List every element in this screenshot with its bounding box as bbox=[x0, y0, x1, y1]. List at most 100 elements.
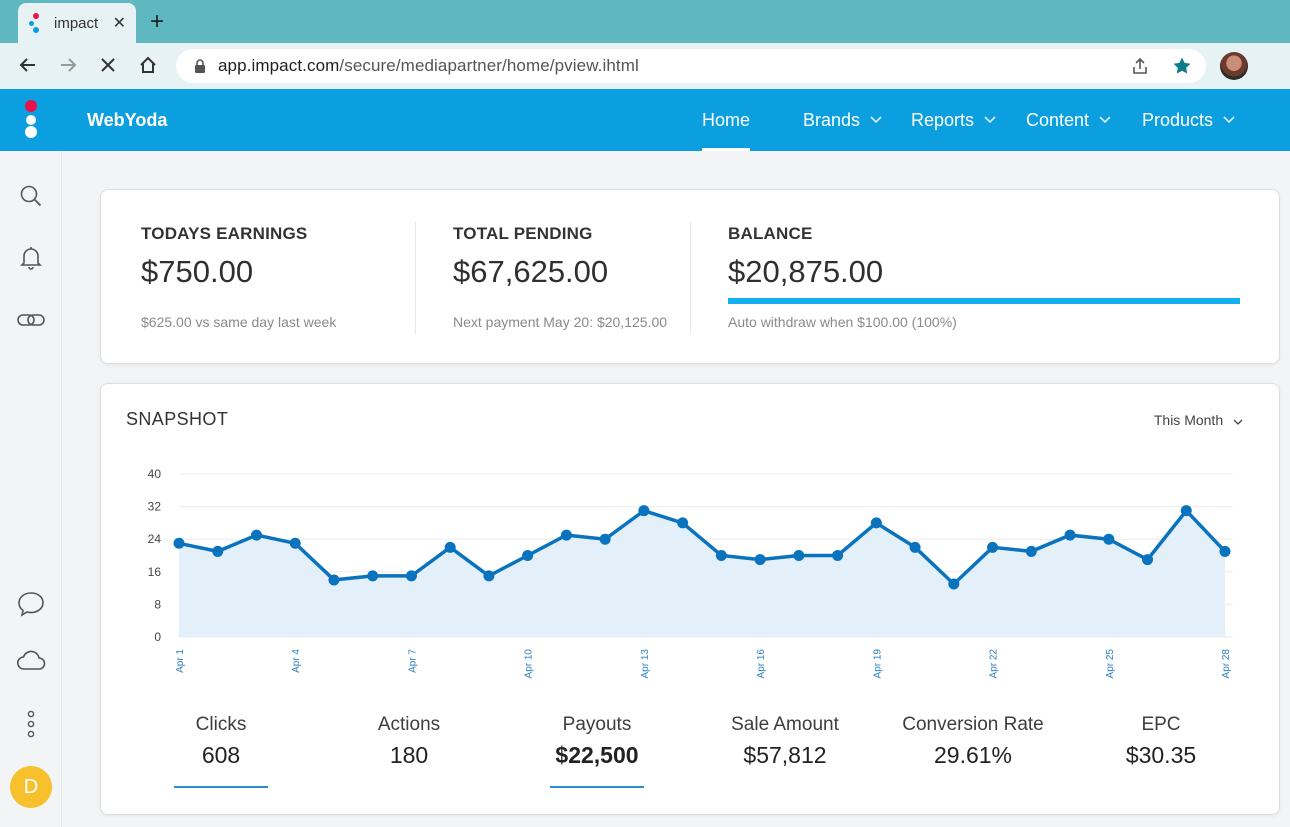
x-tick-label: Apr 13 bbox=[640, 649, 651, 679]
data-point[interactable] bbox=[1180, 505, 1192, 517]
nav-home[interactable]: Home bbox=[702, 89, 751, 151]
data-point[interactable] bbox=[793, 550, 805, 561]
x-tick-label: Apr 25 bbox=[1105, 649, 1116, 679]
data-point[interactable] bbox=[173, 537, 185, 549]
browser-tab-bar: impact ✕ + bbox=[0, 0, 1290, 43]
balance-label: BALANCE bbox=[728, 224, 813, 243]
data-point[interactable] bbox=[870, 517, 882, 529]
bookmark-star-icon[interactable] bbox=[1172, 56, 1192, 81]
date-range-dropdown[interactable]: This Month bbox=[1154, 412, 1243, 428]
data-point[interactable] bbox=[1219, 545, 1231, 557]
tab-close-icon[interactable]: ✕ bbox=[112, 15, 126, 32]
selected-underline bbox=[550, 786, 644, 788]
chat-icon[interactable] bbox=[16, 589, 46, 619]
chevron-down-icon bbox=[1223, 113, 1235, 127]
data-point[interactable] bbox=[250, 529, 262, 541]
cloud-icon[interactable] bbox=[16, 646, 46, 676]
tab-title: impact bbox=[54, 14, 99, 32]
link-icon[interactable] bbox=[16, 305, 46, 335]
more-vertical-icon[interactable] bbox=[16, 709, 46, 739]
x-tick-label: Apr 4 bbox=[291, 649, 302, 673]
x-tick-label: Apr 16 bbox=[756, 649, 767, 679]
left-rail: D bbox=[0, 151, 62, 827]
total-pending-label: TOTAL PENDING bbox=[453, 224, 593, 243]
back-icon[interactable] bbox=[16, 53, 40, 77]
y-tick-label: 8 bbox=[154, 597, 161, 611]
data-point[interactable] bbox=[444, 541, 456, 553]
user-avatar[interactable]: D bbox=[10, 766, 52, 808]
metric-payouts[interactable]: Payouts $22,500 bbox=[522, 714, 672, 788]
nav-content[interactable]: Content bbox=[1026, 89, 1111, 151]
x-tick-label: Apr 19 bbox=[872, 649, 883, 679]
metric-clicks[interactable]: Clicks 608 bbox=[146, 714, 296, 788]
data-point[interactable] bbox=[832, 550, 844, 561]
url-text: app.impact.com/secure/mediapartner/home/… bbox=[218, 56, 639, 75]
x-tick-label: Apr 28 bbox=[1221, 649, 1232, 679]
data-point[interactable] bbox=[1025, 545, 1037, 557]
metric-actions[interactable]: Actions 180 bbox=[377, 714, 441, 768]
browser-profile-avatar[interactable] bbox=[1220, 52, 1248, 80]
metric-epc[interactable]: EPC $30.35 bbox=[1125, 714, 1197, 768]
chevron-down-icon bbox=[1233, 417, 1243, 428]
data-point[interactable] bbox=[909, 541, 921, 553]
x-tick-label: Apr 10 bbox=[524, 649, 535, 679]
selected-underline bbox=[174, 786, 268, 788]
metric-sale-amount[interactable]: Sale Amount $57,812 bbox=[731, 714, 839, 768]
auto-withdraw-text: Auto withdraw when $100.00 (100%) bbox=[728, 314, 957, 330]
summary-card: TODAYS EARNINGS $750.00 $625.00 vs same … bbox=[100, 189, 1280, 364]
account-name[interactable]: WebYoda bbox=[87, 110, 168, 130]
y-tick-label: 16 bbox=[148, 565, 162, 579]
data-point[interactable] bbox=[212, 545, 224, 557]
y-tick-label: 24 bbox=[148, 532, 162, 546]
y-tick-label: 0 bbox=[154, 630, 161, 644]
data-point[interactable] bbox=[522, 550, 534, 561]
data-point[interactable] bbox=[677, 517, 689, 529]
todays-earnings-value: $750.00 bbox=[141, 254, 254, 289]
snapshot-chart: 0 8 16 24 32 40 Apr 1 Apr 4 Apr 7 Apr 10 Apr 13 Ap… bbox=[148, 467, 1233, 679]
series-area bbox=[179, 510, 1225, 637]
address-bar[interactable]: app.impact.com/secure/mediapartner/home/… bbox=[176, 49, 1206, 83]
data-point[interactable] bbox=[289, 537, 301, 549]
data-point[interactable] bbox=[1142, 554, 1154, 566]
data-point[interactable] bbox=[638, 505, 650, 517]
bell-icon[interactable] bbox=[16, 242, 46, 272]
home-icon[interactable] bbox=[136, 53, 160, 77]
next-payment-text: Next payment May 20: $20,125.00 bbox=[453, 314, 668, 330]
total-pending-value: $67,625.00 bbox=[453, 254, 609, 289]
data-point[interactable] bbox=[560, 529, 572, 541]
data-point[interactable] bbox=[715, 550, 727, 561]
divider bbox=[415, 222, 416, 334]
todays-earnings-label: TODAYS EARNINGS bbox=[141, 224, 308, 243]
forward-icon[interactable] bbox=[56, 53, 80, 77]
data-point[interactable] bbox=[1103, 533, 1115, 545]
data-point[interactable] bbox=[948, 578, 960, 590]
share-icon[interactable] bbox=[1130, 56, 1150, 81]
x-tick-label: Apr 7 bbox=[407, 649, 418, 673]
data-point[interactable] bbox=[754, 554, 766, 566]
data-point[interactable] bbox=[599, 533, 611, 545]
impact-logo[interactable] bbox=[24, 100, 38, 140]
snapshot-title: SNAPSHOT bbox=[126, 409, 229, 429]
todays-earnings-comparison: $625.00 vs same day last week bbox=[141, 314, 337, 330]
data-point[interactable] bbox=[405, 570, 417, 582]
nav-products[interactable]: Products bbox=[1142, 89, 1235, 151]
data-point[interactable] bbox=[483, 570, 495, 582]
metric-conversion-rate[interactable]: Conversion Rate 29.61% bbox=[902, 714, 1044, 768]
data-point[interactable] bbox=[328, 574, 340, 586]
balance-progress-bar bbox=[728, 298, 1240, 304]
browser-toolbar: app.impact.com/secure/mediapartner/home/… bbox=[0, 43, 1290, 89]
x-tick-label: Apr 1 bbox=[175, 649, 186, 673]
app-header: WebYoda Home Brands Reports Content Prod… bbox=[0, 89, 1290, 151]
stop-loading-icon[interactable] bbox=[96, 53, 120, 77]
snapshot-card: SNAPSHOT This Month 0 8 16 24 32 40 Apr 1 Apr … bbox=[100, 383, 1280, 815]
lock-icon bbox=[194, 59, 206, 73]
x-tick-label: Apr 22 bbox=[989, 649, 1000, 679]
data-point[interactable] bbox=[1064, 529, 1076, 541]
nav-brands[interactable]: Brands bbox=[803, 89, 882, 151]
data-point[interactable] bbox=[987, 541, 999, 553]
new-tab-icon[interactable]: + bbox=[150, 8, 165, 35]
search-icon[interactable] bbox=[16, 181, 46, 211]
nav-reports[interactable]: Reports bbox=[911, 89, 996, 151]
browser-tab[interactable]: impact ✕ bbox=[18, 3, 136, 43]
data-point[interactable] bbox=[367, 570, 379, 582]
